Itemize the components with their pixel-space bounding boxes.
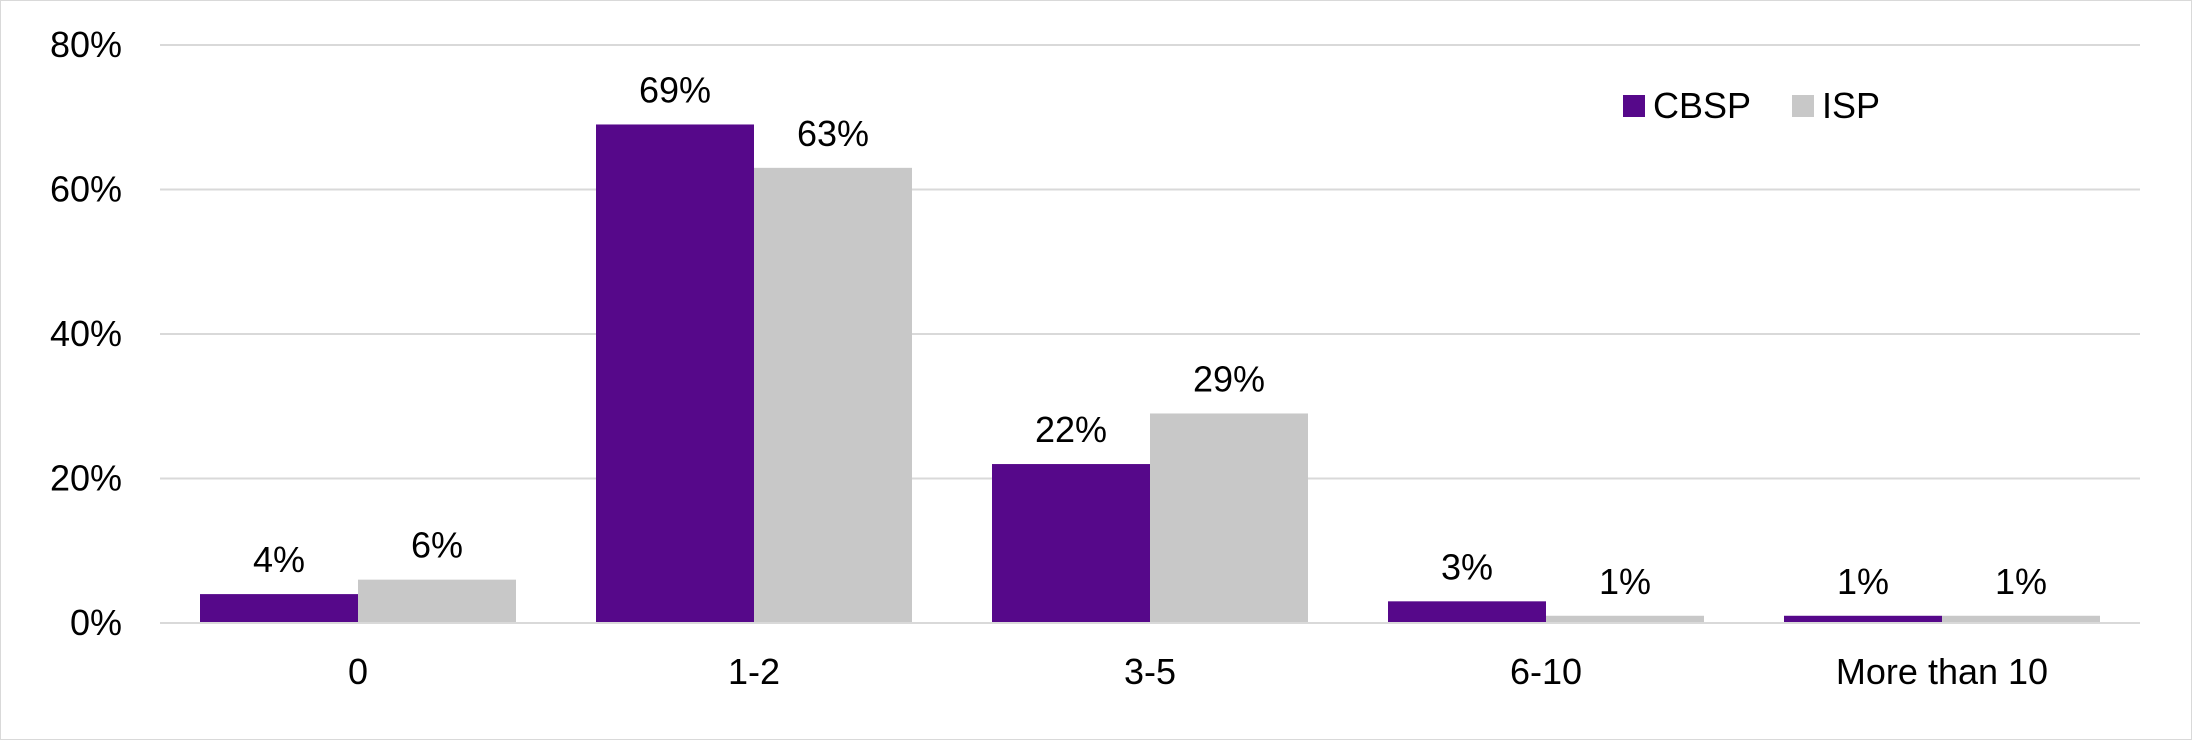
bar-isp-0 bbox=[358, 579, 516, 623]
x-axis-tick-labels: 0 1-2 3-5 6-10 More than 10 bbox=[348, 651, 2048, 692]
legend-swatch-isp bbox=[1792, 95, 1814, 117]
data-label-isp-1-2: 63% bbox=[797, 113, 869, 154]
x-tick-label-1-2: 1-2 bbox=[728, 651, 780, 692]
bar-cbsp-more-than-10 bbox=[1784, 615, 1942, 623]
data-labels: 4% 6% 69% 63% 22% 29% 3% 1% 1% 1% bbox=[253, 69, 2047, 601]
x-tick-label-3-5: 3-5 bbox=[1124, 651, 1176, 692]
bar-isp-more-than-10 bbox=[1942, 615, 2100, 623]
bar-cbsp-1-2 bbox=[596, 124, 754, 623]
x-tick-label-0: 0 bbox=[348, 651, 368, 692]
bar-cbsp-3-5 bbox=[992, 464, 1150, 623]
y-tick-label-40: 40% bbox=[50, 313, 122, 354]
legend-label-isp: ISP bbox=[1822, 85, 1880, 126]
data-label-isp-more-than-10: 1% bbox=[1995, 561, 2047, 602]
data-label-cbsp-3-5: 22% bbox=[1035, 409, 1107, 450]
data-label-isp-3-5: 29% bbox=[1193, 358, 1265, 399]
x-tick-label-6-10: 6-10 bbox=[1510, 651, 1582, 692]
y-axis-tick-labels: 0% 20% 40% 60% 80% bbox=[50, 24, 122, 643]
data-label-isp-6-10: 1% bbox=[1599, 561, 1651, 602]
legend: CBSP ISP bbox=[1623, 85, 1880, 126]
data-label-isp-0: 6% bbox=[411, 525, 463, 566]
bar-isp-1-2 bbox=[754, 167, 912, 623]
y-tick-label-60: 60% bbox=[50, 169, 122, 210]
data-label-cbsp-6-10: 3% bbox=[1441, 546, 1493, 587]
bar-isp-6-10 bbox=[1546, 615, 1704, 623]
legend-label-cbsp: CBSP bbox=[1653, 85, 1751, 126]
x-tick-label-more-than-10: More than 10 bbox=[1836, 651, 2048, 692]
y-tick-label-20: 20% bbox=[50, 458, 122, 499]
data-label-cbsp-1-2: 69% bbox=[639, 69, 711, 110]
legend-swatch-cbsp bbox=[1623, 95, 1645, 117]
bar-cbsp-0 bbox=[200, 594, 358, 623]
bars bbox=[200, 124, 2100, 623]
data-label-cbsp-more-than-10: 1% bbox=[1837, 561, 1889, 602]
data-label-cbsp-0: 4% bbox=[253, 539, 305, 580]
bar-isp-3-5 bbox=[1150, 413, 1308, 623]
bar-cbsp-6-10 bbox=[1388, 601, 1546, 623]
y-tick-label-80: 80% bbox=[50, 24, 122, 65]
y-tick-label-0: 0% bbox=[70, 602, 122, 643]
